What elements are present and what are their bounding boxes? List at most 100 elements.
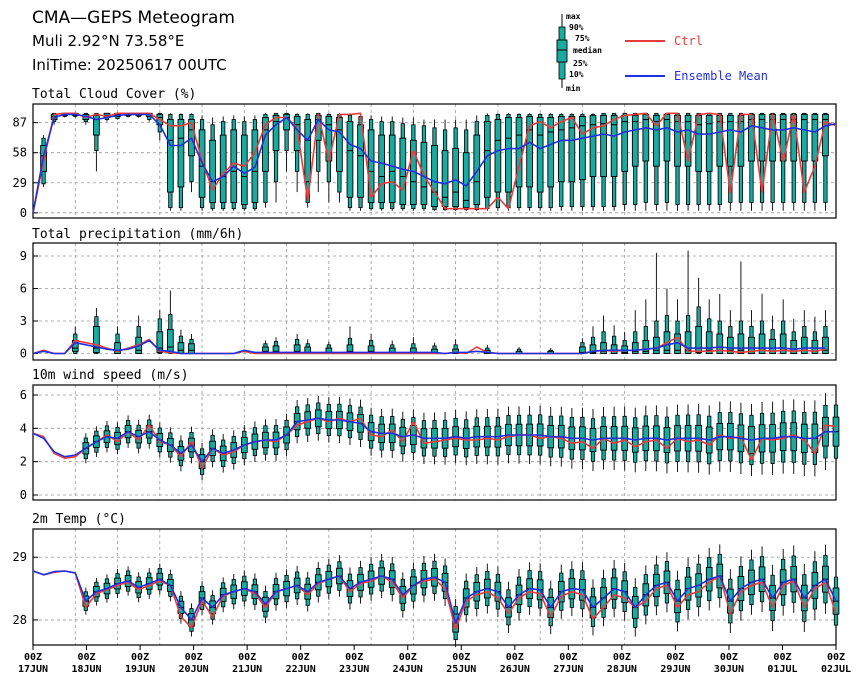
panel-frame [32, 242, 837, 361]
xtick-time-label: 00Z [24, 652, 42, 663]
legend-ctrl-label: Ctrl [674, 34, 703, 48]
box-plot [726, 112, 734, 211]
box-inner [653, 336, 660, 354]
box-inner [631, 342, 639, 354]
box-plot [705, 299, 713, 354]
ytick-label: 2 [20, 455, 27, 469]
xtick-time-label: 00Z [78, 652, 96, 663]
box-inner [621, 114, 629, 172]
box-inner [748, 336, 755, 354]
box-plot [420, 119, 428, 211]
box-inner [790, 340, 798, 354]
ensemble-mean-line [32, 339, 826, 355]
panel-title: 10m wind speed (m/s) [32, 368, 189, 383]
legend-box-label: median [573, 45, 602, 55]
box-inner [737, 333, 745, 354]
xtick-time-label: 00Z [720, 652, 738, 663]
box-inner [600, 342, 607, 354]
ytick-label: 3 [20, 314, 27, 328]
box-plot [188, 334, 195, 354]
box-inner [684, 114, 692, 167]
box-inner [779, 333, 787, 354]
box-plot [462, 119, 470, 211]
box-plot [600, 315, 607, 354]
panel-1: Total Cloud Cover (%) 0 29 58 87 [13, 87, 837, 220]
box-plot [547, 348, 555, 354]
box-inner [716, 333, 724, 354]
location-label: Muli 2.92°N 73.58°E [32, 32, 185, 50]
box-inner [304, 119, 312, 183]
ctrl-line [32, 112, 837, 213]
box-inner [705, 331, 713, 354]
box-plot [716, 293, 724, 354]
box-inner [494, 119, 502, 193]
box-inner [93, 325, 100, 353]
box-plot [822, 310, 829, 354]
box-plot [822, 112, 829, 211]
box-outer [316, 112, 321, 172]
box-plot [758, 112, 766, 211]
xtick-date-label: 25JUN [446, 664, 476, 675]
ytick-label: 28 [13, 613, 27, 627]
box-plot [452, 339, 459, 354]
ytick-label: 29 [13, 176, 27, 190]
box-inner [642, 340, 650, 354]
box-inner [547, 117, 555, 188]
box-inner [716, 114, 724, 167]
xtick-time-label: 00Z [131, 652, 149, 663]
panel-title: Total precipitation (mm/6h) [32, 227, 243, 242]
box-plot [483, 113, 491, 211]
box-plot [93, 112, 100, 172]
box-plot [800, 310, 808, 354]
ytick-label: 0 [20, 206, 27, 220]
box-inner [589, 114, 597, 177]
box-inner [758, 113, 766, 162]
legend-box-label: min [566, 83, 581, 93]
legend-box-label: 25% [573, 59, 588, 68]
box-plot [346, 326, 354, 354]
ctrl-line [32, 336, 826, 355]
box-plot [832, 566, 840, 637]
box-plot [431, 119, 438, 211]
panel-4: 2m Temp (°C) 28 29 [13, 512, 840, 648]
box-plot [367, 334, 375, 354]
box-plot [293, 334, 301, 354]
box-plot [758, 293, 766, 354]
panel-title: 2m Temp (°C) [32, 512, 126, 527]
box-plot [684, 112, 692, 211]
box-plot [304, 113, 312, 208]
box-inner [800, 113, 808, 162]
box-plot [410, 337, 417, 354]
panel-frame [32, 103, 837, 219]
box-plot [631, 310, 639, 354]
box-plot [811, 112, 819, 211]
box-plot [367, 115, 375, 211]
box-plot [726, 310, 734, 354]
box-inner [209, 139, 216, 203]
xtick-date-label: 28JUN [607, 664, 637, 675]
box-inner [557, 115, 565, 183]
box-plot [304, 339, 312, 354]
box-inner [420, 141, 428, 205]
box-plot [642, 299, 650, 354]
xtick-time-label: 00Z [345, 652, 363, 663]
xtick-time-label: 00Z [613, 652, 631, 663]
xtick-date-label: 27JUN [553, 664, 583, 675]
box-plot [452, 119, 459, 211]
box-plot [399, 117, 407, 211]
ytick-label: 58 [13, 146, 27, 160]
box-plot [779, 112, 787, 211]
box-inner [653, 114, 660, 167]
xtick-time-label: 00Z [452, 652, 470, 663]
box-inner [452, 148, 459, 208]
box-inner [505, 117, 512, 193]
xtick-time-label: 00Z [827, 652, 845, 663]
box-inner [219, 134, 227, 203]
ytick-label: 87 [13, 116, 27, 130]
box-inner [737, 114, 745, 167]
box-inner [188, 343, 195, 354]
box-inner [822, 336, 829, 354]
xtick-date-label: 24JUN [393, 664, 423, 675]
